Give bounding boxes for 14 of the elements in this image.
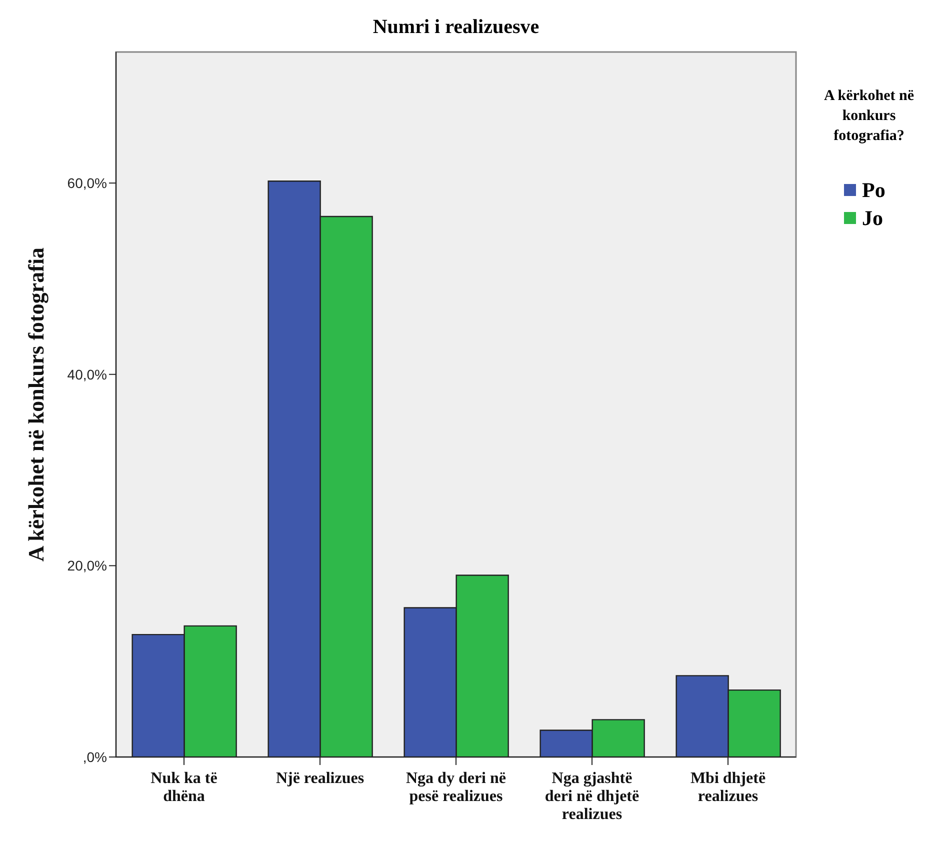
x-tick-label: Nga gjashtë deri në dhjetë realizues	[544, 770, 640, 823]
x-tick-label: Nuk ka të dhëna	[150, 770, 218, 805]
x-tick-label: Një realizues	[276, 770, 364, 787]
x-tick-label: Mbi dhjetë realizues	[690, 770, 766, 805]
chart-title: Numri i realizuesve	[372, 16, 540, 39]
legend-label: Jo	[862, 205, 883, 232]
y-tick-label: 20,0%	[67, 558, 107, 574]
y-tick-label: 60,0%	[67, 175, 107, 192]
y-axis-title: A kërkohet në konkurs fotografia	[24, 247, 48, 562]
y-tick-label: 40,0%	[67, 366, 107, 382]
legend-title: A kërkohet në konkurs fotografia?	[823, 87, 915, 146]
x-tick-label: Nga dy deri në pesë realizues	[406, 770, 506, 805]
legend-label: Po	[862, 177, 886, 204]
y-tick-label: ,0%	[82, 748, 107, 765]
